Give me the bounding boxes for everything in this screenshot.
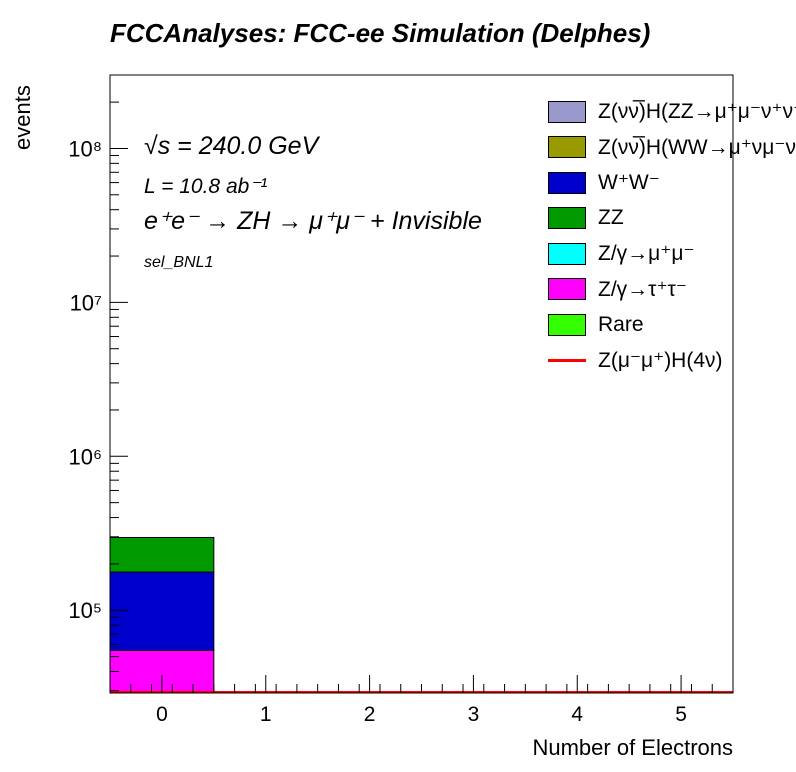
luminosity-annotation: L = 10.8 ab⁻¹ bbox=[144, 175, 268, 198]
y-tick-label: 10⁸ bbox=[68, 136, 102, 161]
legend-swatch bbox=[548, 171, 586, 194]
legend-label: W⁺W⁻ bbox=[598, 171, 660, 195]
legend-entry: ZZ bbox=[548, 201, 796, 237]
x-tick-label: 0 bbox=[156, 703, 168, 726]
legend-entry: Z/γ→τ⁺τ⁻ bbox=[548, 272, 796, 308]
legend-entry: W⁺W⁻ bbox=[548, 165, 796, 201]
bar-series1-bin0 bbox=[109, 571, 215, 651]
x-tick-label: 2 bbox=[364, 703, 376, 726]
y-axis-label: events bbox=[10, 85, 35, 150]
x-tick-label: 1 bbox=[260, 703, 272, 726]
legend-entry: Rare bbox=[548, 307, 796, 343]
process-annotation: e⁺e⁻ → ZH → μ⁺μ⁻ + Invisible bbox=[144, 207, 482, 235]
axis-tick-labels: 0 1 2 3 4 5 10⁵ 10⁶ 10⁷ 10⁸ bbox=[68, 136, 687, 726]
x-tick-label: 4 bbox=[571, 703, 583, 726]
legend-label: Z/γ→τ⁺τ⁻ bbox=[598, 277, 687, 301]
legend-entry: Z(νν̅)H(WW→μ⁺νμ⁻ν) bbox=[548, 130, 796, 166]
legend-entry: Z/γ→μ⁺μ⁻ bbox=[548, 236, 796, 272]
legend-entry: Z(μ⁻μ⁺)H(4ν) bbox=[548, 343, 796, 379]
selection-annotation: sel_BNL1 bbox=[144, 254, 214, 271]
histogram-bars bbox=[109, 536, 733, 694]
legend-swatch bbox=[548, 207, 586, 230]
legend-label: ZZ bbox=[598, 206, 624, 230]
legend-swatch bbox=[548, 100, 586, 123]
bar-series2-bin0 bbox=[109, 536, 215, 573]
x-tick-label: 3 bbox=[468, 703, 480, 726]
legend-swatch bbox=[548, 136, 586, 159]
legend-label: Z(μ⁻μ⁺)H(4ν) bbox=[598, 348, 723, 372]
legend-label: Rare bbox=[598, 312, 644, 336]
legend-swatch bbox=[548, 242, 586, 265]
legend-label: Z/γ→μ⁺μ⁻ bbox=[598, 242, 695, 266]
legend-label: Z(νν̅)H(ZZ→μ⁺μ⁻ν⁺ν⁻) bbox=[598, 100, 796, 124]
legend: Z(νν̅)H(ZZ→μ⁺μ⁻ν⁺ν⁻) Z(νν̅)H(WW→μ⁺νμ⁻ν) W⁺… bbox=[548, 94, 796, 378]
x-axis-label: Number of Electrons bbox=[532, 735, 733, 760]
y-tick-label: 10⁵ bbox=[68, 598, 102, 623]
legend-swatch bbox=[548, 278, 586, 301]
legend-swatch bbox=[548, 358, 586, 362]
energy-annotation: √s = 240.0 GeV bbox=[144, 132, 319, 160]
axis-ticks bbox=[109, 74, 734, 693]
y-tick-label: 10⁷ bbox=[70, 290, 102, 315]
y-tick-label: 10⁶ bbox=[68, 444, 102, 469]
page-title: FCCAnalyses: FCC-ee Simulation (Delphes) bbox=[110, 18, 651, 48]
legend-entry: Z(νν̅)H(ZZ→μ⁺μ⁻ν⁺ν⁻) bbox=[548, 94, 796, 130]
x-tick-label: 5 bbox=[675, 703, 687, 726]
legend-swatch bbox=[548, 313, 586, 336]
legend-label: Z(νν̅)H(WW→μ⁺νμ⁻ν) bbox=[598, 135, 796, 159]
